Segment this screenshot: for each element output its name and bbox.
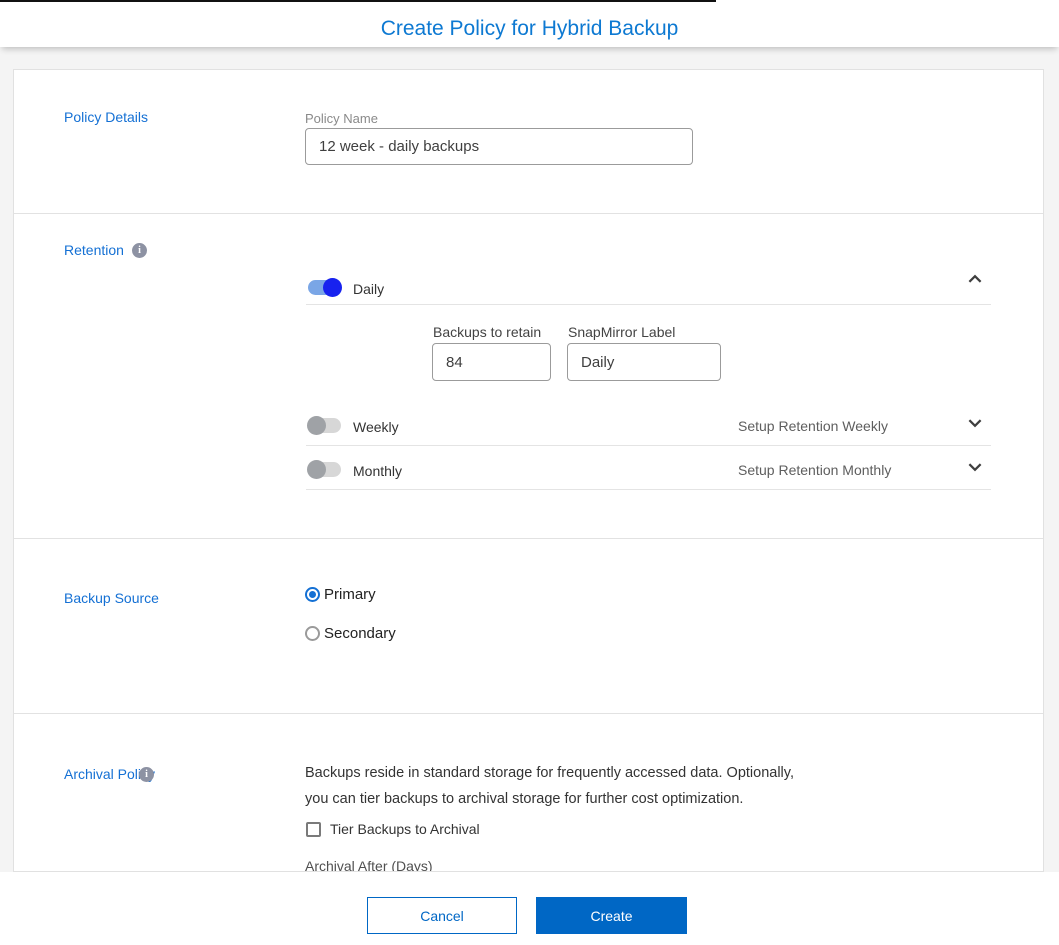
section-label-backup-source: Backup Source [64, 590, 159, 606]
page-title: Create Policy for Hybrid Backup [380, 17, 679, 40]
backup-source-option[interactable]: Primary [305, 586, 376, 603]
archival-policy-description: Backups reside in standard storage for f… [305, 760, 794, 812]
archival-policy-description-line1: Backups reside in standard storage for f… [305, 765, 794, 781]
monthly-toggle[interactable] [307, 460, 341, 479]
policy-name-label: Policy Name [305, 111, 378, 126]
cancel-button[interactable]: Cancel [367, 897, 517, 934]
tier-backups-row[interactable]: Tier Backups to Archival [306, 821, 480, 837]
tier-archival-checkbox[interactable] [306, 821, 321, 837]
daily-row-divider [306, 304, 991, 305]
section-label-retention: Retention [64, 242, 124, 258]
action-footer: Cancel Create [0, 872, 1059, 945]
backups-to-retain-input[interactable] [432, 343, 551, 381]
backup-source-option[interactable]: Secondary [305, 625, 396, 642]
archival-policy-description-line2: you can tier backups to archival storage… [305, 791, 744, 807]
section-divider [14, 538, 1043, 539]
section-divider [14, 213, 1043, 214]
snapmirror-label-label: SnapMirror Label [568, 324, 676, 340]
policy-name-input[interactable] [305, 128, 693, 165]
toggle-knob [307, 460, 326, 479]
chevron-up-icon[interactable] [966, 270, 984, 288]
setup-retention-weekly-label: Setup Retention Weekly [738, 418, 888, 434]
top-edge-line [0, 0, 716, 2]
info-icon[interactable]: i [139, 767, 154, 782]
radio-icon[interactable] [305, 587, 320, 602]
monthly-toggle-label: Monthly [353, 463, 403, 479]
snapmirror-label-input[interactable] [567, 343, 721, 381]
create-button[interactable]: Create [536, 897, 687, 934]
weekly-toggle-label: Weekly [353, 419, 399, 435]
tier-archival-checkbox-label: Tier Backups to Archival [330, 821, 480, 837]
toggle-knob [323, 278, 342, 297]
weekly-toggle[interactable] [307, 416, 341, 435]
daily-toggle[interactable] [308, 278, 342, 297]
toggle-knob [307, 416, 326, 435]
weekly-row-divider [306, 445, 991, 446]
setup-retention-monthly-label: Setup Retention Monthly [738, 462, 892, 478]
section-label-policy-details: Policy Details [64, 109, 149, 125]
radio-option-label: Secondary [324, 625, 396, 642]
monthly-row-divider [306, 489, 991, 490]
daily-toggle-label: Daily [353, 281, 385, 297]
chevron-down-icon[interactable] [966, 458, 984, 476]
chevron-down-icon[interactable] [966, 414, 984, 432]
archival-after-days-label: Archival After (Days) [305, 858, 433, 872]
radio-option-label: Primary [324, 586, 376, 603]
page-header: Create Policy for Hybrid Backup [0, 0, 1059, 47]
radio-icon[interactable] [305, 626, 320, 641]
section-divider [14, 713, 1043, 714]
create-policy-card: Policy Details Policy Name Retention i D… [13, 69, 1044, 872]
section-label-archival-policy: Archival Policy [64, 766, 156, 782]
backups-to-retain-label: Backups to retain [433, 324, 542, 340]
info-icon[interactable]: i [132, 243, 147, 258]
